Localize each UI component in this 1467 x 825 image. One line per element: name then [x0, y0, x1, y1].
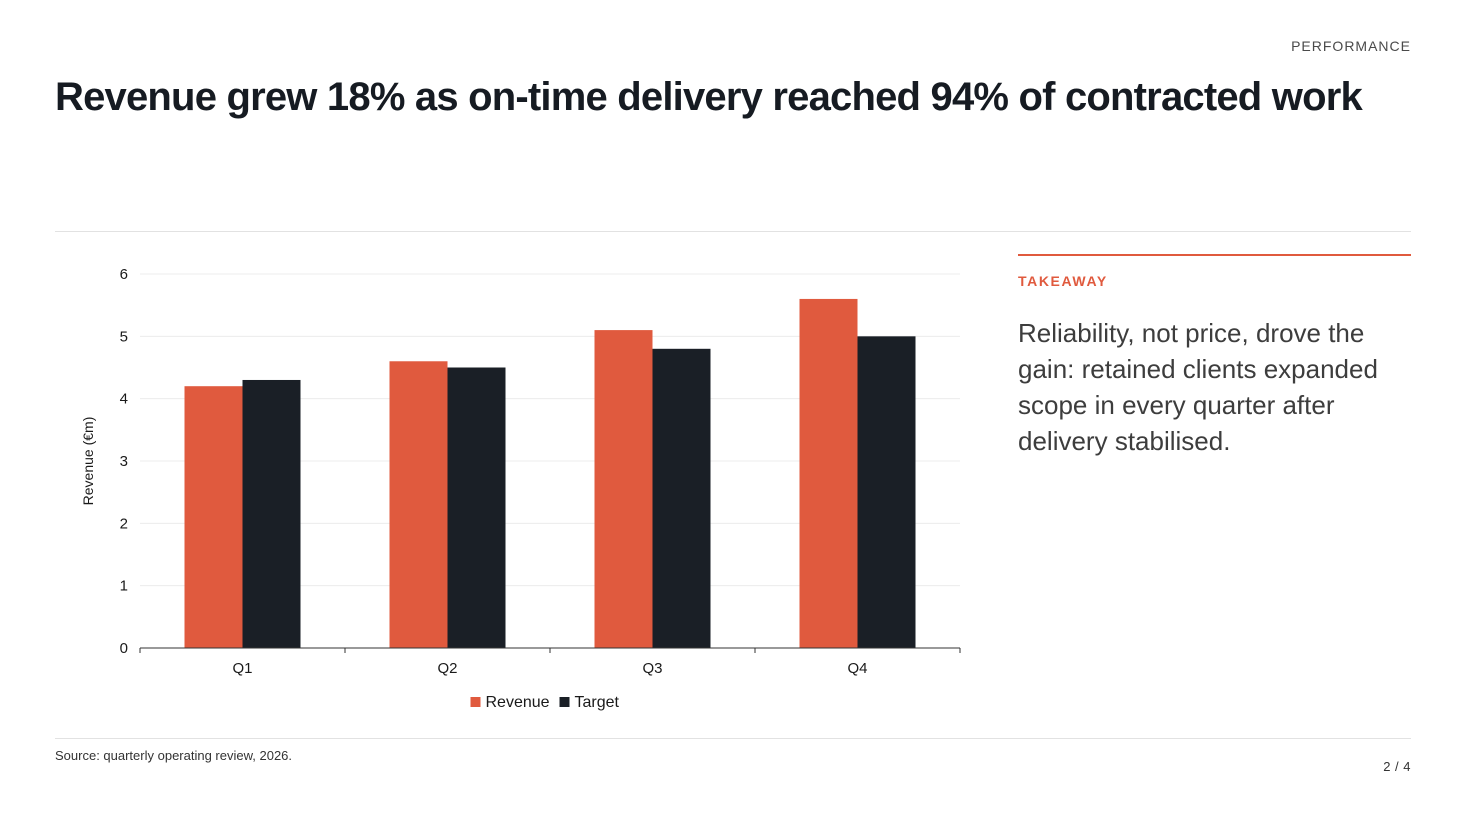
- y-tick-label: 0: [120, 640, 128, 657]
- y-axis-title: Revenue (€m): [80, 417, 96, 506]
- takeaway-rule: [1018, 254, 1411, 256]
- bottom-divider: [55, 738, 1411, 739]
- bars: [184, 298, 916, 648]
- bar-revenue-q1: [184, 386, 243, 648]
- bar-target-q3: [652, 348, 711, 648]
- slide-title: Revenue grew 18% as on-time delivery rea…: [55, 75, 1363, 119]
- y-tick-label: 3: [120, 453, 128, 470]
- y-tick-label: 1: [120, 578, 128, 595]
- bar-revenue-q2: [389, 361, 448, 648]
- x-tick-label: Q1: [232, 660, 252, 677]
- takeaway-label: TAKEAWAY: [1018, 273, 1108, 289]
- x-tick-label: Q3: [642, 660, 662, 677]
- top-divider: [55, 231, 1411, 232]
- y-tick-label: 6: [120, 266, 128, 283]
- source-note: Source: quarterly operating review, 2026…: [55, 748, 293, 763]
- takeaway-text: Reliability, not price, drove the gain: …: [1018, 318, 1378, 456]
- x-tick-label: Q2: [437, 660, 457, 677]
- bar-target-q4: [857, 336, 916, 648]
- bar-target-q2: [447, 367, 506, 648]
- y-tick-label: 4: [120, 391, 128, 408]
- bar-chart: 0 1 2 3 4 5 6 Revenue (€m) Q1 Q2 Q3 Q4 Revenue Targe…: [55, 240, 985, 730]
- legend-label-revenue: Revenue: [486, 694, 550, 711]
- legend-swatch-revenue: [470, 697, 481, 707]
- legend-label-target: Target: [575, 694, 620, 711]
- page-number: 2 / 4: [1383, 759, 1411, 774]
- takeaway-panel: TAKEAWAY Reliability, not price, drove t…: [1018, 254, 1411, 459]
- legend: Revenue Target: [470, 694, 620, 711]
- y-tick-label: 2: [120, 515, 128, 532]
- bar-target-q1: [242, 379, 301, 648]
- x-tick-label: Q4: [847, 660, 867, 677]
- axes: 0 1 2 3 4 5 6 Revenue (€m) Q1 Q2 Q3 Q4: [80, 266, 961, 677]
- legend-swatch-target: [559, 697, 570, 707]
- bar-revenue-q4: [799, 298, 858, 648]
- section-label: PERFORMANCE: [1291, 38, 1411, 54]
- bar-revenue-q3: [594, 330, 653, 648]
- y-tick-label: 5: [120, 328, 128, 345]
- chart-canvas: 0 1 2 3 4 5 6 Revenue (€m) Q1 Q2 Q3 Q4 Revenue Targe…: [80, 266, 961, 711]
